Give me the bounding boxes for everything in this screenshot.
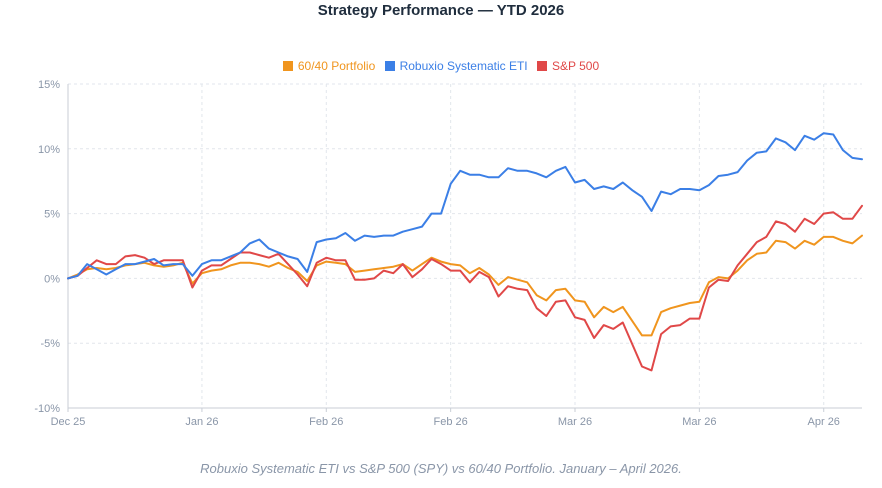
legend-label-sp500: S&P 500 (551, 59, 600, 73)
x-tick-label: Jan 26 (185, 416, 218, 428)
axes (67, 84, 862, 412)
y-tick-label: 5% (44, 209, 60, 221)
y-tick-label: 10% (38, 144, 60, 156)
chart-caption: Robuxio Systematic ETI vs S&P 500 (SPY) … (200, 461, 682, 476)
y-tick-label: -5% (40, 338, 60, 350)
chart-legend: 60/40 Portfolio Robuxio Systematic ETI S… (0, 59, 882, 73)
series-line-60-40[interactable] (67, 234, 863, 337)
series-line-robuxio[interactable] (67, 132, 863, 280)
x-tick-label: Dec 25 (51, 416, 86, 428)
grid-lines (67, 83, 862, 409)
x-tick-label: Apr 26 (808, 416, 840, 428)
x-tick-label: Mar 26 (682, 416, 716, 428)
legend-swatch-sp500 (536, 61, 547, 71)
chart-title: Strategy Performance — YTD 2026 (317, 2, 565, 19)
legend-label-robuxio: Robuxio Systematic ETI (399, 59, 528, 73)
y-tick-label: 0% (44, 273, 60, 285)
legend-swatch-robuxio (384, 61, 395, 71)
series-line-sp500[interactable] (67, 204, 863, 372)
legend-item-robuxio[interactable]: Robuxio Systematic ETI (384, 59, 528, 73)
legend-swatch-60-40 (282, 61, 293, 71)
y-axis-ticks: 15% 10% 5% 0% -5% -10% (34, 79, 60, 415)
x-tick-label: Mar 26 (558, 416, 592, 428)
x-tick-label: Feb 26 (434, 416, 468, 428)
legend-item-60-40[interactable]: 60/40 Portfolio (282, 59, 376, 73)
y-tick-label: 15% (38, 79, 60, 91)
series-lines (67, 132, 863, 372)
x-axis-ticks: Dec 25 Jan 26 Feb 26 Feb 26 Mar 26 Mar 26 Apr … (51, 416, 840, 428)
legend-label-60-40: 60/40 Portfolio (297, 59, 376, 73)
x-tick-label: Feb 26 (309, 416, 343, 428)
y-tick-label: -10% (34, 403, 60, 415)
legend-item-sp500[interactable]: S&P 500 (536, 59, 600, 73)
